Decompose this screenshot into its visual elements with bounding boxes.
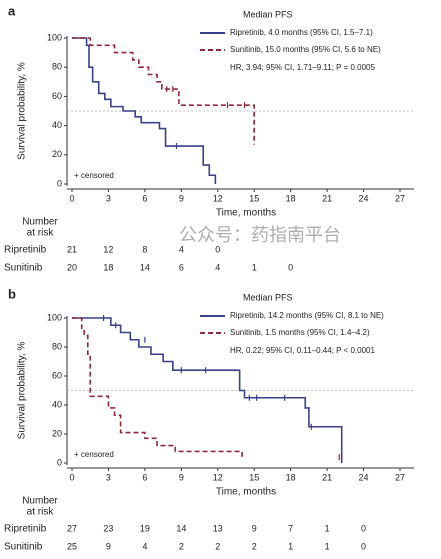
x-tick-label: 15 (249, 472, 259, 482)
x-tick-label: 9 (179, 472, 184, 482)
panel-label: b (8, 286, 16, 301)
at-risk-count: 4 (215, 262, 220, 272)
y-tick-label: 100 (47, 312, 62, 322)
x-tick-label: 0 (69, 472, 74, 482)
at-risk-count: 14 (176, 523, 186, 533)
at-risk-count: 8 (142, 244, 147, 254)
legend-label: Sunitinib, 15.0 months (95% CI, 5.6 to N… (230, 45, 381, 54)
x-tick-label: 3 (106, 472, 111, 482)
y-axis-label: Survival probability, % (17, 62, 28, 160)
x-tick-label: 12 (213, 193, 223, 203)
legend-title: Median PFS (243, 292, 293, 302)
x-tick-label: 21 (322, 193, 332, 203)
y-tick-label: 0 (57, 457, 62, 467)
at-risk-name: Ripretinib (4, 245, 47, 256)
at-risk-count: 2 (215, 541, 220, 551)
at-risk-count: 14 (140, 262, 150, 272)
at-risk-title: Number (22, 496, 58, 507)
at-risk-count: 7 (288, 523, 293, 533)
x-tick-label: 3 (106, 193, 111, 203)
x-axis-label: Time, months (216, 487, 276, 498)
y-tick-label: 0 (57, 178, 62, 188)
y-tick-label: 20 (52, 428, 62, 438)
at-risk-count: 1 (325, 523, 330, 533)
at-risk-count: 6 (179, 262, 184, 272)
at-risk-count: 1 (288, 541, 293, 551)
at-risk-count: 1 (252, 262, 257, 272)
survival-curve (72, 317, 343, 463)
at-risk-count: 25 (67, 541, 77, 551)
at-risk-count: 0 (361, 523, 366, 533)
x-tick-label: 6 (142, 472, 147, 482)
annotation: HR, 3.94; 95% CI, 1.71–9.11; P = 0.0005 (230, 63, 375, 72)
survival-curve (72, 317, 243, 458)
x-tick-label: 27 (395, 472, 405, 482)
at-risk-title: at risk (27, 228, 55, 239)
at-risk-count: 9 (106, 541, 111, 551)
y-tick-label: 40 (52, 120, 62, 130)
at-risk-count: 18 (103, 262, 113, 272)
y-tick-label: 20 (52, 149, 62, 159)
x-tick-label: 12 (213, 472, 223, 482)
at-risk-title: at risk (27, 507, 55, 518)
at-risk-count: 4 (179, 244, 184, 254)
x-tick-label: 27 (395, 193, 405, 203)
x-tick-label: 6 (142, 193, 147, 203)
x-tick-label: 21 (322, 472, 332, 482)
watermark: 公众号：药指南平台 (179, 225, 341, 245)
survival-curve (72, 37, 217, 184)
x-axis-label: Time, months (216, 208, 276, 219)
at-risk-count: 19 (140, 523, 150, 533)
at-risk-count: 13 (213, 523, 223, 533)
y-tick-label: 60 (52, 91, 62, 101)
survival-curve (72, 37, 256, 145)
at-risk-count: 9 (252, 523, 257, 533)
at-risk-count: 0 (215, 244, 220, 254)
y-tick-label: 40 (52, 399, 62, 409)
censored-note: + censored (74, 450, 114, 459)
x-tick-label: 24 (359, 193, 369, 203)
at-risk-name: Sunitinib (4, 263, 43, 274)
at-risk-count: 21 (67, 244, 77, 254)
y-tick-label: 60 (52, 370, 62, 380)
censored-note: + censored (74, 171, 114, 180)
x-tick-label: 15 (249, 193, 259, 203)
at-risk-count: 12 (103, 244, 113, 254)
at-risk-name: Ripretinib (4, 524, 47, 535)
at-risk-count: 23 (103, 523, 113, 533)
at-risk-count: 2 (252, 541, 257, 551)
annotation: HR, 0.22; 95% CI, 0.11–0.44; P < 0.0001 (230, 346, 375, 355)
legend-label: Ripretinib, 4.0 months (95% CI, 1.5–7.1) (230, 28, 373, 37)
x-tick-label: 9 (179, 193, 184, 203)
y-tick-label: 100 (47, 32, 62, 42)
at-risk-count: 2 (179, 541, 184, 551)
legend-label: Ripretinib, 14.2 months (95% CI, 8.1 to … (230, 311, 384, 320)
at-risk-count: 4 (142, 541, 147, 551)
x-tick-label: 18 (286, 193, 296, 203)
panel-label: a (8, 3, 16, 18)
at-risk-title: Number (22, 217, 58, 228)
x-tick-label: 24 (359, 472, 369, 482)
legend-title: Median PFS (243, 9, 293, 19)
x-tick-label: 0 (69, 193, 74, 203)
y-tick-label: 80 (52, 341, 62, 351)
y-tick-label: 80 (52, 62, 62, 72)
x-tick-label: 18 (286, 472, 296, 482)
at-risk-count: 1 (325, 541, 330, 551)
at-risk-name: Sunitinib (4, 542, 43, 553)
y-axis-label: Survival probability, % (17, 342, 28, 440)
at-risk-count: 27 (67, 523, 77, 533)
at-risk-count: 0 (361, 541, 366, 551)
at-risk-count: 20 (67, 262, 77, 272)
at-risk-count: 0 (288, 262, 293, 272)
legend-label: Sunitinib, 1.5 months (95% CI, 1.4–4.2) (230, 328, 370, 337)
